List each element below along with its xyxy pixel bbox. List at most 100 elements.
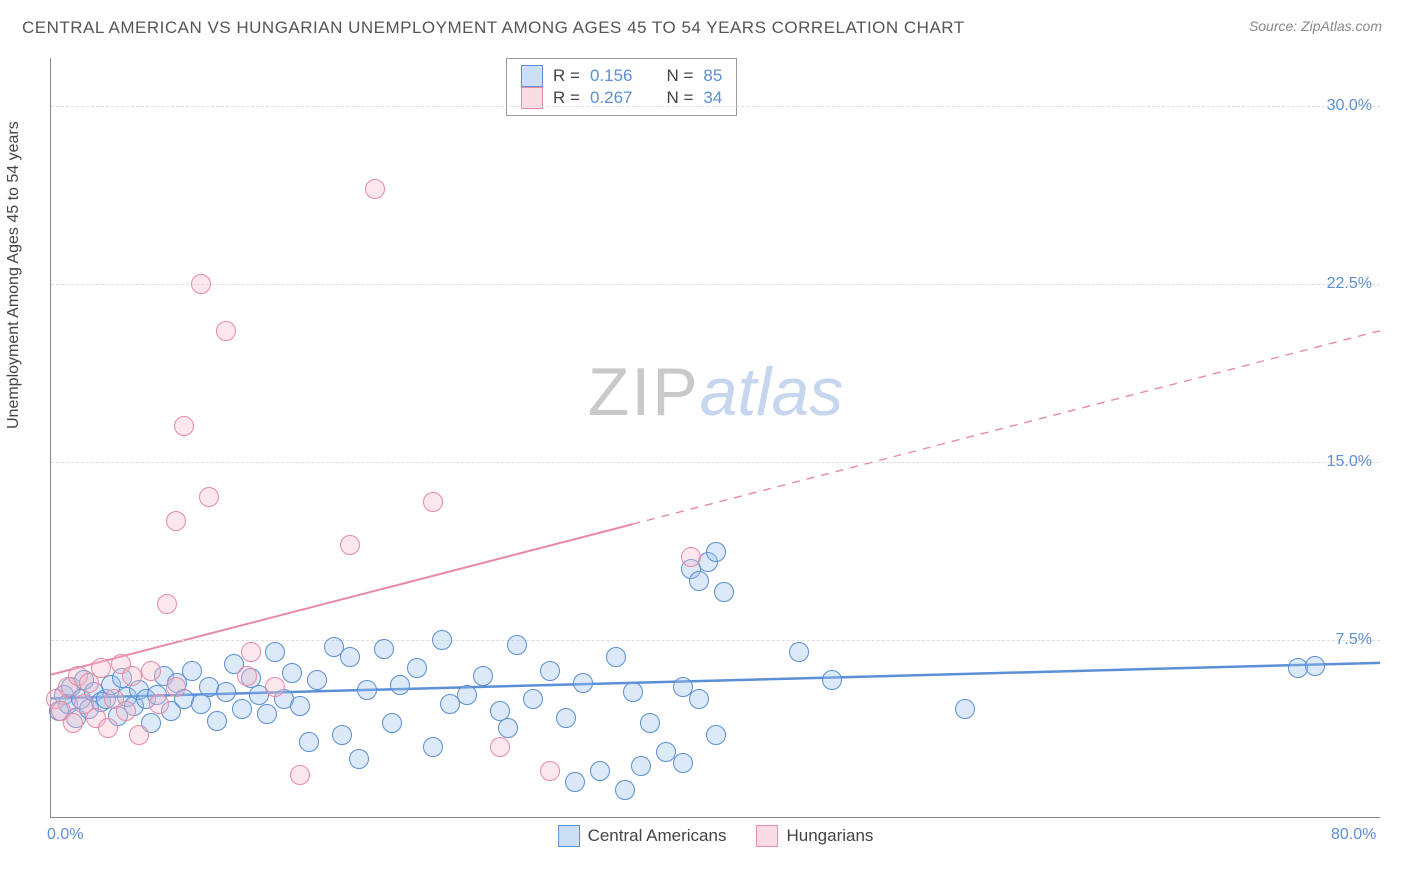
data-point: [1305, 656, 1325, 676]
data-point: [706, 725, 726, 745]
data-point: [257, 704, 277, 724]
legend-item: Hungarians: [756, 825, 873, 847]
gridline: [51, 462, 1380, 463]
data-point: [615, 780, 635, 800]
data-point: [207, 711, 227, 731]
y-tick-label: 7.5%: [1336, 631, 1372, 649]
data-point: [290, 696, 310, 716]
data-point: [631, 756, 651, 776]
data-point: [681, 547, 701, 567]
stats-n-label: N =: [666, 66, 693, 86]
data-point: [299, 732, 319, 752]
trend-line-extrapolated: [632, 331, 1380, 524]
data-point: [822, 670, 842, 690]
data-point: [374, 639, 394, 659]
watermark-zip: ZIP: [588, 354, 700, 430]
data-point: [423, 737, 443, 757]
data-point: [390, 675, 410, 695]
data-point: [382, 713, 402, 733]
data-point: [340, 647, 360, 667]
data-point: [216, 682, 236, 702]
data-point: [407, 658, 427, 678]
x-tick-label: 0.0%: [47, 826, 83, 844]
data-point: [789, 642, 809, 662]
data-point: [473, 666, 493, 686]
scatter-plot: ZIPatlas R = 0.156N = 85R = 0.267N = 34 …: [50, 58, 1380, 818]
data-point: [540, 761, 560, 781]
data-point: [116, 701, 136, 721]
data-point: [265, 642, 285, 662]
chart-source: Source: ZipAtlas.com: [1249, 18, 1382, 34]
data-point: [290, 765, 310, 785]
watermark: ZIPatlas: [588, 353, 843, 431]
data-point: [237, 666, 257, 686]
data-point: [340, 535, 360, 555]
data-point: [573, 673, 593, 693]
stats-row: R = 0.156 N = 85: [521, 65, 722, 87]
data-point: [91, 658, 111, 678]
x-tick-label: 80.0%: [1331, 826, 1376, 844]
data-point: [556, 708, 576, 728]
y-tick-label: 22.5%: [1327, 275, 1372, 293]
data-point: [432, 630, 452, 650]
gridline: [51, 106, 1380, 107]
data-point: [307, 670, 327, 690]
data-point: [63, 713, 83, 733]
data-point: [955, 699, 975, 719]
stats-n-value: 85: [703, 66, 722, 86]
data-point: [689, 689, 709, 709]
stats-r-label: R =: [553, 66, 580, 86]
data-point: [490, 737, 510, 757]
y-axis-label: Unemployment Among Ages 45 to 54 years: [5, 121, 23, 429]
data-point: [457, 685, 477, 705]
y-tick-label: 15.0%: [1327, 453, 1372, 471]
data-point: [590, 761, 610, 781]
data-point: [191, 274, 211, 294]
data-point: [349, 749, 369, 769]
legend-label: Hungarians: [786, 826, 873, 846]
stats-swatch: [521, 65, 543, 87]
data-point: [565, 772, 585, 792]
data-point: [241, 642, 261, 662]
data-point: [332, 725, 352, 745]
data-point: [689, 571, 709, 591]
data-point: [540, 661, 560, 681]
data-point: [129, 725, 149, 745]
data-point: [216, 321, 236, 341]
data-point: [141, 661, 161, 681]
data-point: [182, 661, 202, 681]
chart-title: CENTRAL AMERICAN VS HUNGARIAN UNEMPLOYME…: [22, 18, 965, 38]
gridline: [51, 284, 1380, 285]
data-point: [507, 635, 527, 655]
stats-r-value: 0.156: [590, 66, 633, 86]
legend-item: Central Americans: [558, 825, 727, 847]
data-point: [523, 689, 543, 709]
data-point: [166, 677, 186, 697]
data-point: [640, 713, 660, 733]
data-point: [174, 416, 194, 436]
data-point: [357, 680, 377, 700]
data-point: [714, 582, 734, 602]
legend-swatch: [756, 825, 778, 847]
data-point: [623, 682, 643, 702]
data-point: [166, 511, 186, 531]
legend-swatch: [558, 825, 580, 847]
data-point: [149, 694, 169, 714]
data-point: [606, 647, 626, 667]
data-point: [673, 753, 693, 773]
correlation-stats-box: R = 0.156N = 85R = 0.267N = 34: [506, 58, 737, 116]
y-tick-label: 30.0%: [1327, 97, 1372, 115]
data-point: [706, 542, 726, 562]
data-point: [498, 718, 518, 738]
data-point: [282, 663, 302, 683]
data-point: [199, 487, 219, 507]
legend: Central Americans Hungarians: [558, 825, 874, 847]
gridline: [51, 640, 1380, 641]
data-point: [122, 666, 142, 686]
data-point: [157, 594, 177, 614]
watermark-atlas: atlas: [700, 354, 844, 430]
data-point: [423, 492, 443, 512]
data-point: [232, 699, 252, 719]
data-point: [265, 677, 285, 697]
data-point: [98, 718, 118, 738]
